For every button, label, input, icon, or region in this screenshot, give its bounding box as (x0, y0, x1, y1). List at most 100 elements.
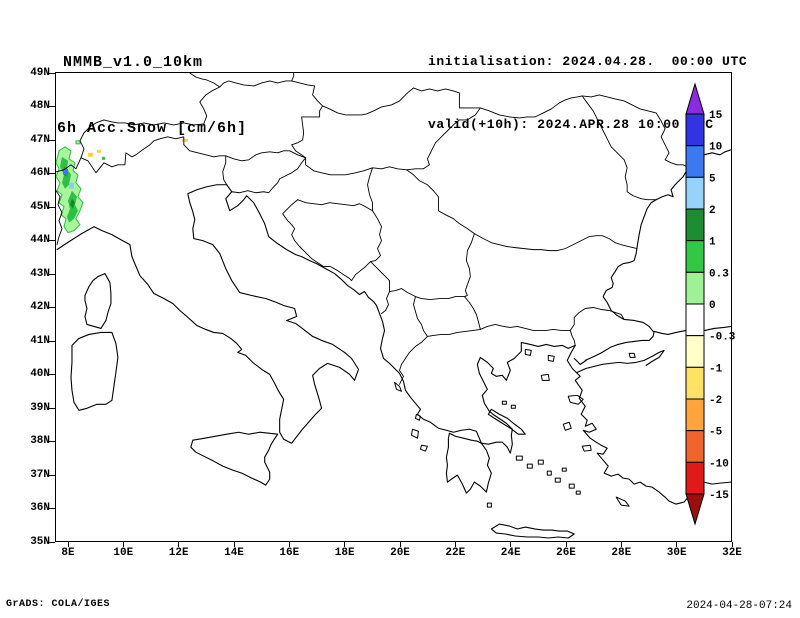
map-area: 49N 48N 47N 46N 45N 44N 43N 42N 41N 40N 39N 38N 37N 3… (30, 67, 742, 560)
corsica-coastline (85, 274, 111, 329)
colorbar-segment (685, 271, 705, 305)
greece-coastline (477, 342, 575, 453)
x-axis-tick-mark (676, 542, 678, 547)
colorbar-level-label: 2 (709, 205, 716, 217)
colorbar-segment (685, 208, 705, 242)
colorbar-segment (685, 303, 705, 337)
y-axis-tick-mark (49, 139, 55, 141)
colorbar-level-label: -15 (709, 490, 729, 502)
y-axis-tick-label: 42N (30, 301, 50, 313)
snow-patch-dark-b (69, 198, 75, 209)
x-axis-tick-label: 14E (224, 547, 244, 559)
x-axis-tick-mark (344, 542, 346, 547)
euboea-island (488, 409, 525, 434)
colorbar-segment (685, 366, 705, 400)
y-axis-tick-mark (49, 441, 55, 442)
x-axis-tick-label: 20E (390, 547, 410, 559)
colorbar-level-label: 0.3 (709, 268, 729, 280)
model-name: NMMB_v1.0_10km (63, 54, 204, 71)
snow-speck (75, 140, 81, 145)
x-axis-tick-mark (67, 542, 69, 547)
x-axis-tick-label: 22E (445, 547, 466, 559)
y-axis-tick-label: 40N (30, 368, 50, 380)
y-axis-tick-label: 46N (30, 167, 50, 179)
y-axis-tick-mark (49, 173, 55, 174)
x-axis-tick-mark (399, 542, 401, 547)
colorbar-segment (685, 430, 705, 463)
coastlines-layer (57, 150, 731, 538)
x-axis-tick-label: 24E (500, 547, 521, 559)
colorbar-level-label: -1 (709, 363, 723, 375)
y-axis-tick-mark (49, 206, 55, 208)
x-axis-tick-label: 32E (722, 547, 742, 559)
colorbar-level-label: -2 (709, 395, 722, 407)
snow-cell-yellow (87, 152, 93, 157)
y-axis-tick-mark (49, 407, 55, 409)
init-time: initialisation: 2024.04.28. 00:00 UTC (428, 54, 748, 69)
y-axis-tick-label: 47N (30, 133, 50, 146)
y-axis-tick-mark (49, 240, 55, 241)
x-axis-tick-mark (233, 542, 235, 547)
y-axis-tick-mark (49, 106, 55, 107)
x-axis-tick-mark (731, 542, 733, 547)
y-axis-tick-label: 43N (30, 267, 50, 280)
colorbar-level-label: 10 (709, 142, 722, 154)
y-axis-tick-label: 39N (30, 401, 50, 414)
snow-cell-skyblue (68, 182, 74, 189)
colorbar-level-label: -10 (709, 458, 729, 470)
x-axis-tick-mark (620, 542, 622, 547)
colorbar-level-label: -0.3 (709, 332, 736, 344)
valid-time: valid(+10h): 2024.APR.28 10:00 UTC (428, 117, 714, 132)
snow-cell-yellow (181, 138, 188, 142)
colorbar-segment (685, 240, 705, 273)
colorbar: 15 10 5 2 1 0.3 0 -0.3 -1 -2 -5 -10 -15 (680, 80, 740, 530)
x-axis-tick-label: 28E (611, 547, 632, 559)
x-axis-tick-mark (565, 542, 567, 547)
colorbar-level-label: 1 (709, 237, 716, 249)
colorbar-segment (685, 335, 705, 368)
credit: GrADS: COLA/IGES (6, 599, 111, 610)
x-axis-tick-mark (454, 542, 456, 547)
y-axis-tick-label: 45N (30, 200, 50, 213)
y-axis-tick-mark (49, 374, 55, 375)
peloponnese-coastline (446, 433, 491, 493)
sicily-coastline (191, 432, 278, 485)
colorbar-svg: 15 10 5 2 1 0.3 0 -0.3 -1 -2 -5 -10 -15 (685, 82, 736, 526)
aegean-islands (394, 349, 635, 507)
x-axis-tick-label: 16E (279, 547, 300, 559)
timestamp: 2024-04-28-07:24 (686, 600, 792, 612)
y-axis-tick-label: 49N (30, 66, 50, 79)
y-axis-tick-label: 48N (30, 100, 50, 112)
y-axis-tick-label: 37N (30, 468, 50, 481)
snow-speck (101, 156, 105, 160)
field-name: 6h Acc.Snow [cm/6h] (57, 120, 248, 137)
colorbar-arrow-bottom (685, 493, 705, 526)
italy-coastline (57, 185, 359, 443)
y-axis-tick-mark (49, 508, 55, 509)
x-axis-tick-mark (178, 542, 180, 547)
y-axis-tick-mark (49, 474, 55, 476)
x-axis-tick-label: 30E (666, 547, 687, 559)
colorbar-level-label: 0 (709, 300, 716, 312)
y-axis-tick-mark (49, 541, 55, 543)
x-axis-tick-label: 18E (334, 547, 355, 559)
map-graphics-svg (56, 73, 731, 541)
time-block: initialisation: 2024.04.28. 00:00 UTC va… (428, 9, 747, 177)
sardinia-coastline (71, 332, 118, 410)
colorbar-arrow-top (685, 82, 705, 115)
y-axis-tick-label: 36N (30, 502, 50, 514)
colorbar-level-label: 5 (709, 173, 716, 185)
gallipoli-coastline (574, 358, 586, 364)
marmara-south-coastline (577, 350, 664, 372)
colorbar-segment (685, 113, 705, 147)
x-axis-tick-mark (510, 542, 512, 547)
y-axis-tick-mark (49, 340, 55, 342)
adriatic-balkan-coastline (226, 185, 482, 443)
x-axis-tick-label: 26E (556, 547, 576, 559)
x-axis-tick-mark (122, 542, 124, 547)
y-axis-tick-label: 41N (30, 334, 50, 347)
y-axis-tick-label: 35N (30, 535, 50, 548)
y-axis-tick-label: 44N (30, 234, 50, 246)
colorbar-segment (685, 145, 705, 178)
